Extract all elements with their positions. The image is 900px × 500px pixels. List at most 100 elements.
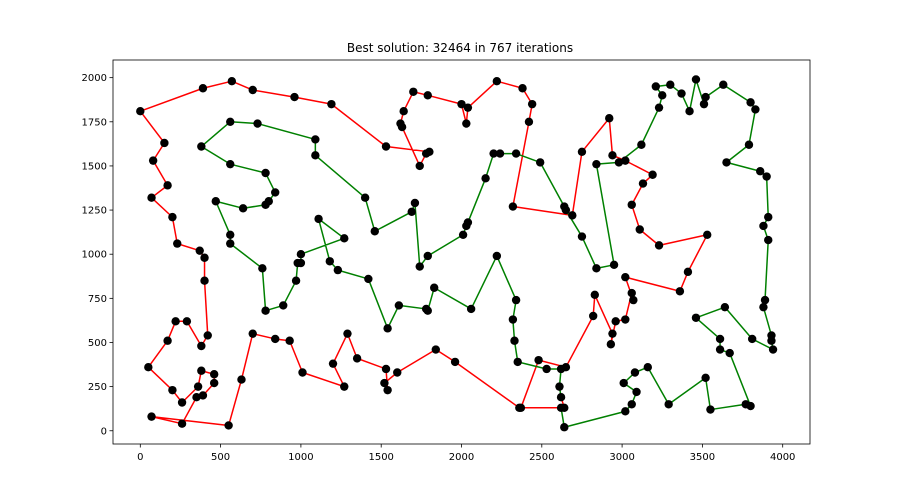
city-point: [466, 304, 476, 314]
city-point: [352, 354, 362, 363]
points-layer: [136, 75, 778, 432]
city-point: [381, 364, 391, 374]
y-tick-label: 1000: [82, 250, 107, 261]
y-tick-label: 250: [88, 382, 107, 393]
city-point: [508, 315, 518, 324]
city-point: [271, 334, 280, 344]
city-point: [683, 267, 693, 277]
city-point: [226, 159, 235, 169]
city-point: [577, 232, 587, 241]
city-point: [495, 149, 505, 158]
city-point: [746, 98, 755, 107]
city-point: [762, 172, 771, 181]
city-point: [764, 235, 773, 245]
city-point: [195, 246, 204, 255]
y-tick-label: 1750: [82, 117, 107, 128]
city-point: [518, 84, 527, 93]
city-point: [654, 241, 664, 250]
city-point: [515, 403, 524, 413]
city-point: [614, 158, 624, 167]
city-point: [163, 181, 172, 190]
city-point: [510, 336, 519, 345]
city-point: [760, 295, 770, 305]
city-point: [291, 276, 301, 285]
city-point: [725, 348, 734, 358]
city-point: [534, 355, 543, 365]
city-point: [627, 400, 636, 409]
city-point: [431, 345, 440, 354]
city-point: [535, 158, 545, 167]
x-tick-label: 2500: [529, 452, 554, 463]
city-point: [592, 159, 601, 169]
city-point: [627, 200, 636, 209]
city-point: [677, 89, 686, 98]
x-tick-label: 2000: [449, 452, 474, 463]
city-point: [226, 239, 235, 248]
city-point: [605, 114, 614, 123]
city-point: [360, 193, 370, 202]
city-point: [621, 315, 630, 324]
city-point: [198, 391, 208, 400]
city-point: [556, 393, 566, 402]
city-point: [481, 174, 490, 183]
city-point: [651, 82, 661, 91]
x-tick-label: 3000: [609, 452, 634, 463]
city-point: [261, 306, 270, 315]
city-point: [226, 117, 235, 126]
city-point: [463, 103, 473, 112]
city-point: [638, 179, 648, 188]
city-point: [430, 283, 439, 292]
city-point: [394, 301, 404, 310]
city-point: [380, 378, 389, 388]
city-point: [637, 140, 646, 149]
city-point: [715, 334, 725, 344]
city-point: [685, 107, 694, 116]
city-point: [719, 80, 728, 89]
city-point: [635, 225, 644, 234]
chart-title: Best solution: 32464 in 767 iterations: [347, 41, 573, 55]
city-point: [383, 385, 392, 395]
city-point: [136, 107, 145, 116]
x-tick-label: 3500: [690, 452, 715, 463]
y-tick-label: 1500: [82, 161, 107, 172]
city-point: [193, 382, 203, 391]
city-point: [463, 218, 473, 227]
series-line-red: [139, 80, 708, 427]
city-point: [327, 99, 336, 109]
city-point: [450, 357, 460, 367]
city-point: [489, 149, 498, 158]
plot-area: [113, 60, 810, 444]
plot-background: [113, 60, 810, 444]
city-point: [248, 85, 257, 95]
city-point: [764, 212, 773, 222]
city-point: [271, 188, 280, 197]
city-point: [508, 202, 518, 211]
city-point: [621, 272, 630, 282]
city-point: [664, 400, 673, 409]
city-point: [744, 140, 754, 149]
city-point: [608, 329, 617, 338]
city-point: [293, 258, 302, 268]
city-point: [203, 331, 212, 340]
city-point: [328, 359, 338, 368]
city-point: [756, 167, 765, 176]
city-point: [397, 122, 407, 132]
city-point: [279, 301, 288, 310]
city-point: [577, 147, 587, 157]
city-point: [527, 99, 537, 109]
city-point: [182, 317, 192, 326]
city-point: [691, 313, 701, 322]
city-point: [542, 364, 551, 374]
city-point: [675, 287, 685, 296]
city-point: [706, 405, 715, 414]
city-point: [751, 105, 760, 114]
city-point: [383, 324, 392, 333]
city-point: [415, 262, 424, 271]
city-point: [630, 368, 640, 377]
city-point: [192, 393, 201, 402]
city-point: [658, 91, 667, 100]
city-point: [285, 336, 294, 345]
city-point: [197, 366, 206, 375]
city-point: [409, 87, 418, 96]
city-point: [296, 250, 306, 259]
